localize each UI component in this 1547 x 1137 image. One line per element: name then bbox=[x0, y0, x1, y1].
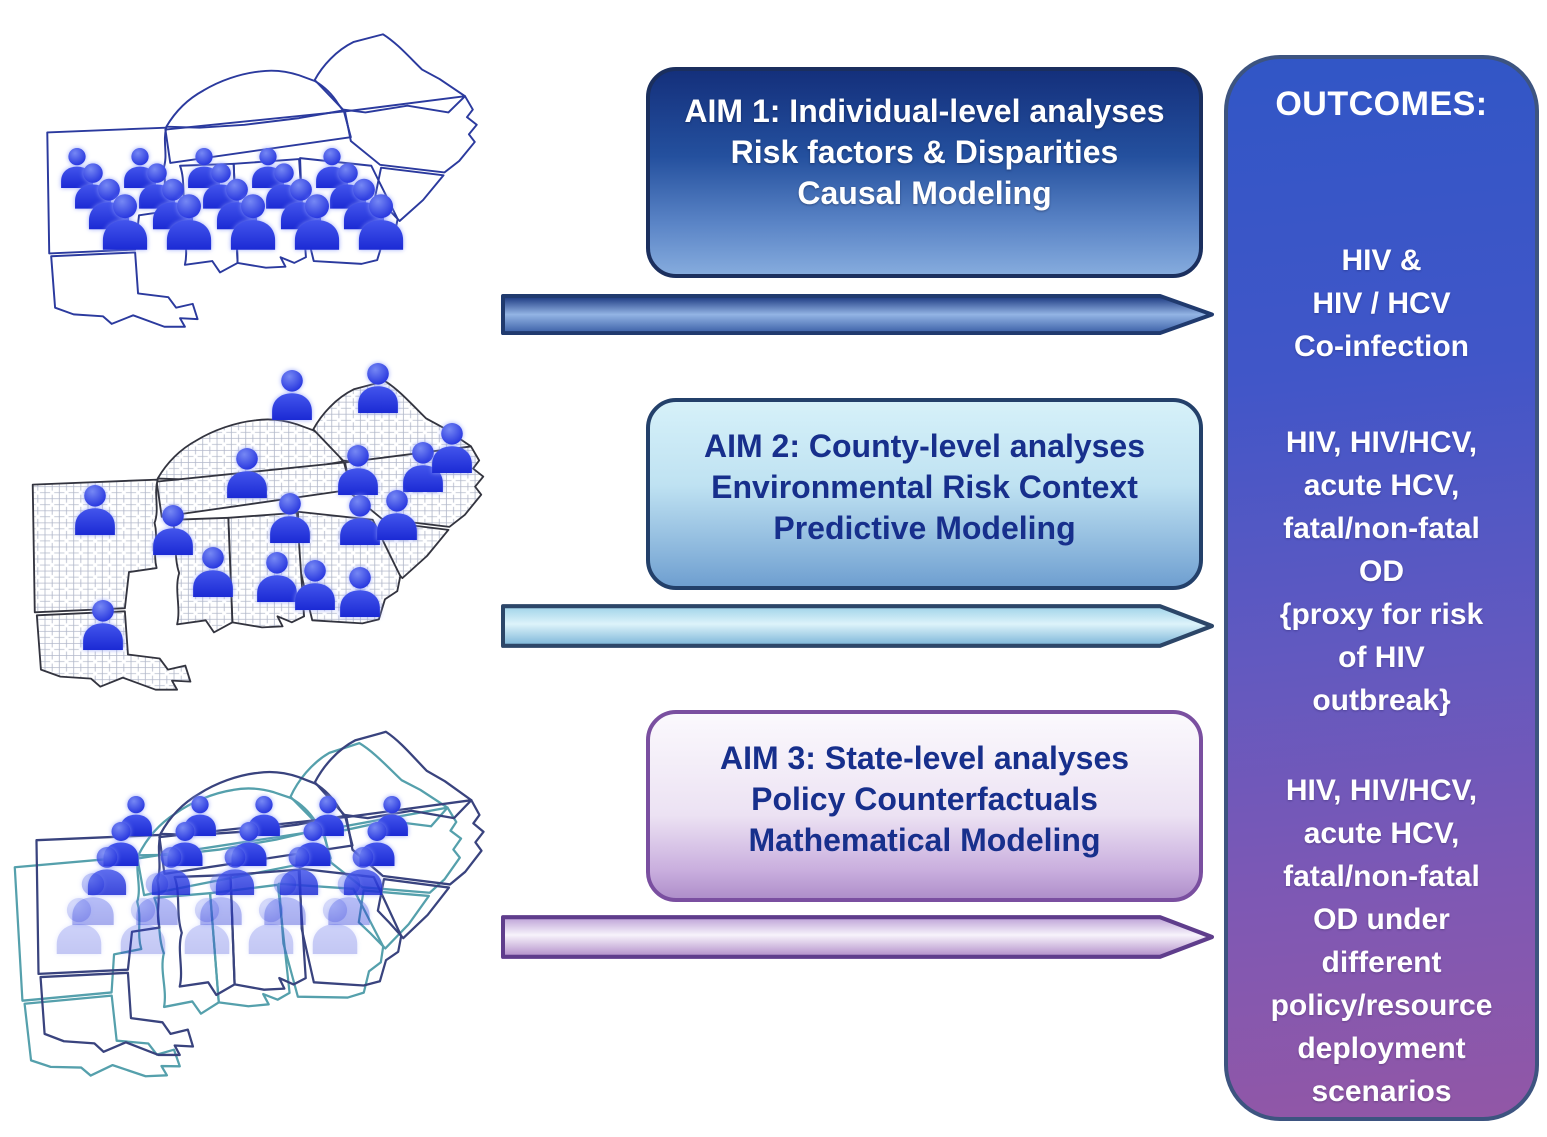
aim1-arrow-icon bbox=[500, 292, 1216, 337]
person-icon bbox=[193, 546, 233, 597]
person-icon bbox=[432, 423, 472, 474]
outcomes-heading: OUTCOMES: bbox=[1275, 85, 1488, 123]
person-icon bbox=[270, 493, 311, 544]
aim3-arrow-icon bbox=[500, 913, 1216, 961]
person-crowd-fading bbox=[6, 716, 514, 1116]
outcomes-aim1: HIV & HIV / HCV Co-infection bbox=[1294, 244, 1469, 363]
person-icon bbox=[75, 485, 116, 535]
person-icon bbox=[271, 370, 312, 421]
aim2-text: AIM 2: County-level analyses Environment… bbox=[703, 428, 1146, 546]
person-scatter bbox=[2, 363, 514, 748]
person-icon bbox=[358, 193, 403, 250]
person-icon bbox=[357, 363, 398, 414]
person-icon bbox=[120, 898, 165, 955]
person-icon bbox=[294, 193, 339, 250]
person-icon bbox=[376, 489, 417, 540]
person-icon bbox=[184, 898, 229, 955]
person-icon bbox=[339, 567, 380, 618]
aim2-box: AIM 2: County-level analyses Environment… bbox=[646, 398, 1203, 590]
person-icon bbox=[248, 898, 293, 955]
person-icon bbox=[56, 898, 101, 955]
outcomes-aim3: HIV, HIV/HCV, acute HCV, fatal/non-fatal… bbox=[1270, 774, 1493, 1108]
aim3-box: AIM 3: State-level analyses Policy Count… bbox=[646, 710, 1203, 902]
map-state-level bbox=[6, 716, 514, 1116]
aim1-text: AIM 1: Individual-level analyses Risk fa… bbox=[684, 93, 1165, 211]
outcomes-panel: OUTCOMES: HIV & HIV / HCV Co-infection H… bbox=[1224, 55, 1539, 1121]
map-individual-level bbox=[18, 20, 506, 382]
aim3-text: AIM 3: State-level analyses Policy Count… bbox=[719, 740, 1130, 858]
person-icon bbox=[102, 193, 147, 250]
person-crowd bbox=[18, 20, 506, 382]
aim1-box: AIM 1: Individual-level analyses Risk fa… bbox=[646, 67, 1203, 278]
outcomes-aim2: HIV, HIV/HCV, acute HCV, fatal/non-fatal… bbox=[1279, 426, 1484, 717]
person-icon bbox=[312, 898, 357, 955]
map-county-level bbox=[2, 363, 514, 748]
aim2-arrow-icon bbox=[500, 602, 1216, 650]
person-icon bbox=[230, 193, 275, 250]
person-icon bbox=[294, 559, 335, 610]
person-icon bbox=[82, 599, 123, 650]
person-icon bbox=[166, 193, 211, 250]
